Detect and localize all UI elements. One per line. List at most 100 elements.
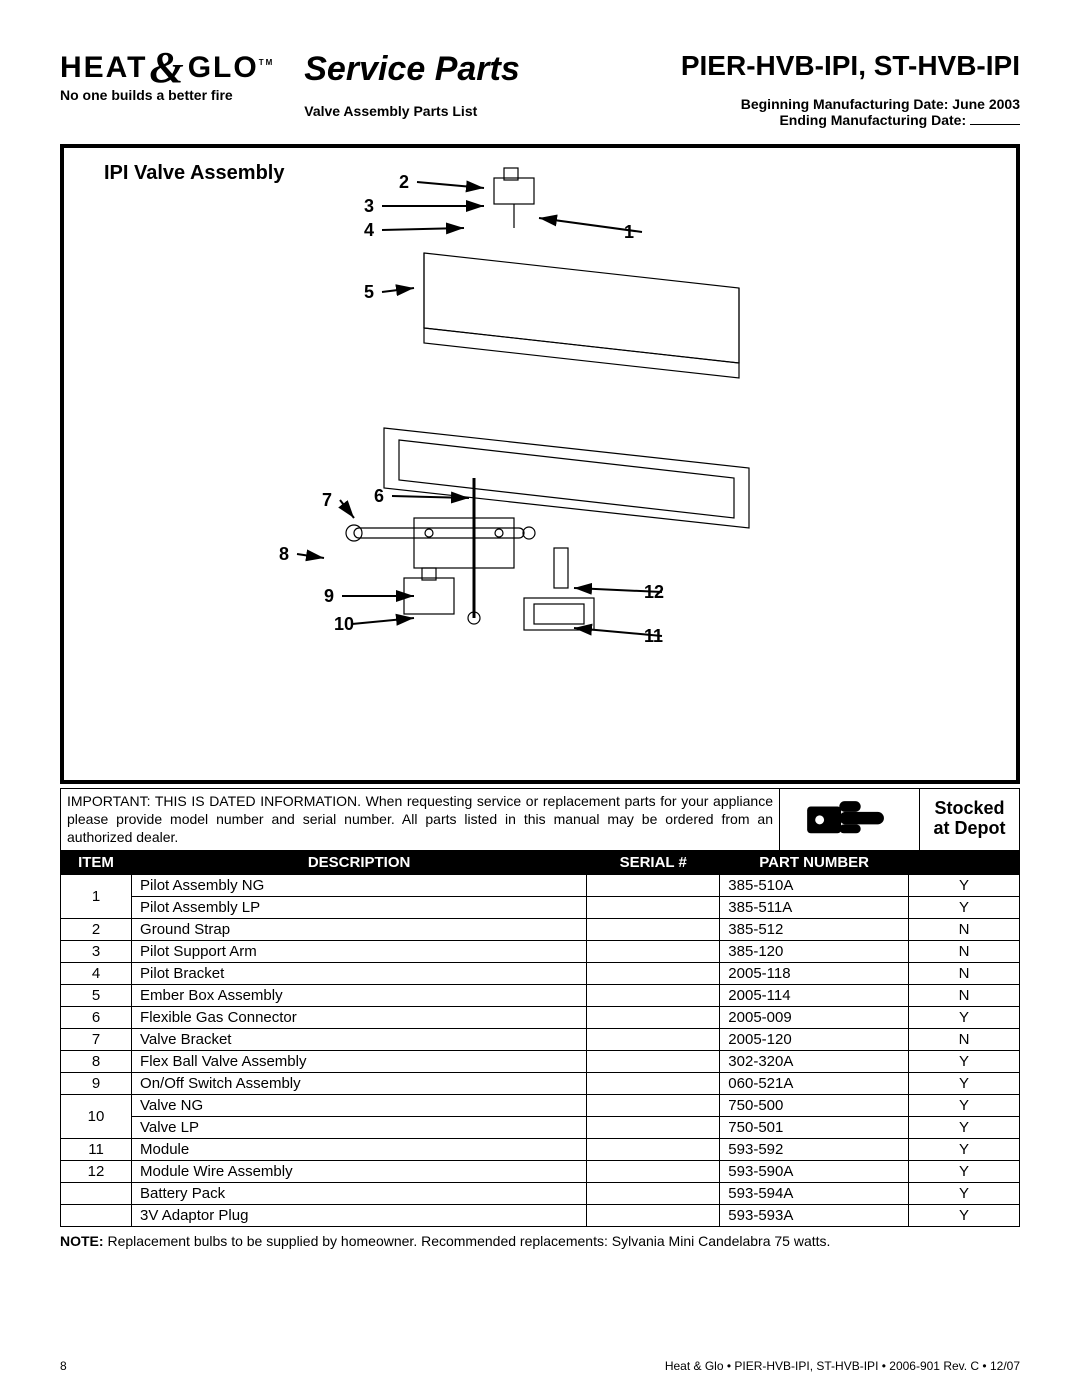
cell-stock: Y bbox=[908, 896, 1019, 918]
pointing-hand-cell bbox=[779, 789, 919, 850]
table-row: Pilot Assembly LP385-511AY bbox=[61, 896, 1020, 918]
cell-desc: Pilot Bracket bbox=[132, 962, 587, 984]
cell-serial bbox=[587, 1182, 720, 1204]
cell-desc: Pilot Assembly NG bbox=[132, 874, 587, 896]
cell-desc: 3V Adaptor Plug bbox=[132, 1204, 587, 1226]
cell-item: 2 bbox=[61, 918, 132, 940]
page-number: 8 bbox=[60, 1359, 67, 1373]
cell-serial bbox=[587, 1116, 720, 1138]
cell-part: 385-120 bbox=[720, 940, 909, 962]
cell-desc: Pilot Assembly LP bbox=[132, 896, 587, 918]
table-row: 10Valve NG750-500Y bbox=[61, 1094, 1020, 1116]
cell-desc: Ground Strap bbox=[132, 918, 587, 940]
table-row: 12Module Wire Assembly593-590AY bbox=[61, 1160, 1020, 1182]
table-row: 2Ground Strap385-512N bbox=[61, 918, 1020, 940]
model-number: PIER-HVB-IPI, ST-HVB-IPI bbox=[681, 50, 1020, 82]
svg-text:11: 11 bbox=[644, 626, 663, 646]
cell-serial bbox=[587, 896, 720, 918]
cell-serial bbox=[587, 918, 720, 940]
mfg-dates: Beginning Manufacturing Date: June 2003 … bbox=[681, 96, 1020, 128]
cell-part: 2005-118 bbox=[720, 962, 909, 984]
cell-part: 385-512 bbox=[720, 918, 909, 940]
table-body: 1Pilot Assembly NG385-510AYPilot Assembl… bbox=[61, 874, 1020, 1226]
col-serial: SERIAL # bbox=[587, 850, 720, 874]
blank-line bbox=[970, 124, 1020, 125]
note-label: NOTE: bbox=[60, 1233, 104, 1249]
cell-desc: Valve LP bbox=[132, 1116, 587, 1138]
table-row: 4Pilot Bracket 2005-118N bbox=[61, 962, 1020, 984]
cell-stock: Y bbox=[908, 1006, 1019, 1028]
table-row: 5Ember Box Assembly 2005-114N bbox=[61, 984, 1020, 1006]
cell-item: 11 bbox=[61, 1138, 132, 1160]
table-row: Valve LP750-501Y bbox=[61, 1116, 1020, 1138]
assembly-drawing: 234156789101211 bbox=[64, 148, 984, 778]
cell-part: 750-500 bbox=[720, 1094, 909, 1116]
cell-serial bbox=[587, 1028, 720, 1050]
cell-item: 3 bbox=[61, 940, 132, 962]
note-line: NOTE: Replacement bulbs to be supplied b… bbox=[60, 1233, 1020, 1249]
cell-part: 593-593A bbox=[720, 1204, 909, 1226]
table-row: 9On/Off Switch Assembly060-521AY bbox=[61, 1072, 1020, 1094]
cell-item: 9 bbox=[61, 1072, 132, 1094]
cell-serial bbox=[587, 1006, 720, 1028]
service-parts-title: Service Parts bbox=[304, 50, 681, 89]
cell-part: 060-521A bbox=[720, 1072, 909, 1094]
stocked-l1: Stocked bbox=[920, 799, 1019, 819]
cell-part: 2005-009 bbox=[720, 1006, 909, 1028]
cell-stock: N bbox=[908, 984, 1019, 1006]
cell-desc: Valve NG bbox=[132, 1094, 587, 1116]
cell-item: 10 bbox=[61, 1094, 132, 1138]
cell-stock: N bbox=[908, 962, 1019, 984]
cell-stock: Y bbox=[908, 1138, 1019, 1160]
cell-desc: Ember Box Assembly bbox=[132, 984, 587, 1006]
table-row: 3Pilot Support Arm385-120N bbox=[61, 940, 1020, 962]
cell-item: 1 bbox=[61, 874, 132, 918]
cell-desc: Valve Bracket bbox=[132, 1028, 587, 1050]
cell-serial bbox=[587, 1050, 720, 1072]
cell-desc: Module bbox=[132, 1138, 587, 1160]
cell-item bbox=[61, 1204, 132, 1226]
cell-item: 7 bbox=[61, 1028, 132, 1050]
ampersand-icon: & bbox=[149, 50, 185, 85]
cell-stock: Y bbox=[908, 1182, 1019, 1204]
cell-desc: Flex Ball Valve Assembly bbox=[132, 1050, 587, 1072]
page-header: HEAT & GLO TM No one builds a better fir… bbox=[60, 50, 1020, 128]
cell-item: 12 bbox=[61, 1160, 132, 1182]
cell-desc: Module Wire Assembly bbox=[132, 1160, 587, 1182]
table-head: ITEM DESCRIPTION SERIAL # PART NUMBER bbox=[61, 850, 1020, 874]
stocked-header: Stocked at Depot bbox=[919, 789, 1019, 850]
cell-desc: On/Off Switch Assembly bbox=[132, 1072, 587, 1094]
exploded-diagram: IPI Valve Assembly bbox=[60, 144, 1020, 784]
cell-stock: Y bbox=[908, 1050, 1019, 1072]
cell-part: 2005-120 bbox=[720, 1028, 909, 1050]
cell-serial bbox=[587, 1160, 720, 1182]
begin-mfg-date: Beginning Manufacturing Date: June 2003 bbox=[681, 96, 1020, 112]
trademark: TM bbox=[259, 58, 275, 67]
cell-serial bbox=[587, 984, 720, 1006]
cell-part: 385-510A bbox=[720, 874, 909, 896]
cell-item: 8 bbox=[61, 1050, 132, 1072]
col-item: ITEM bbox=[61, 850, 132, 874]
svg-text:1: 1 bbox=[624, 222, 634, 242]
cell-part: 593-592 bbox=[720, 1138, 909, 1160]
stocked-l2: at Depot bbox=[920, 819, 1019, 839]
footer-right: Heat & Glo • PIER-HVB-IPI, ST-HVB-IPI • … bbox=[665, 1359, 1020, 1373]
brand-tagline: No one builds a better fire bbox=[60, 87, 274, 103]
table-row: 1Pilot Assembly NG385-510AY bbox=[61, 874, 1020, 896]
cell-item: 5 bbox=[61, 984, 132, 1006]
cell-serial bbox=[587, 874, 720, 896]
cell-desc: Battery Pack bbox=[132, 1182, 587, 1204]
svg-text:7: 7 bbox=[322, 490, 332, 510]
parts-table: ITEM DESCRIPTION SERIAL # PART NUMBER 1P… bbox=[60, 850, 1020, 1227]
cell-serial bbox=[587, 1094, 720, 1116]
cell-stock: N bbox=[908, 940, 1019, 962]
cell-stock: Y bbox=[908, 1094, 1019, 1116]
svg-text:2: 2 bbox=[399, 172, 409, 192]
table-row: 8Flex Ball Valve Assembly302-320AY bbox=[61, 1050, 1020, 1072]
page-footer: 8 Heat & Glo • PIER-HVB-IPI, ST-HVB-IPI … bbox=[60, 1359, 1020, 1373]
cell-item: 4 bbox=[61, 962, 132, 984]
cell-part: 2005-114 bbox=[720, 984, 909, 1006]
cell-stock: N bbox=[908, 1028, 1019, 1050]
cell-item bbox=[61, 1182, 132, 1204]
svg-text:3: 3 bbox=[364, 196, 374, 216]
